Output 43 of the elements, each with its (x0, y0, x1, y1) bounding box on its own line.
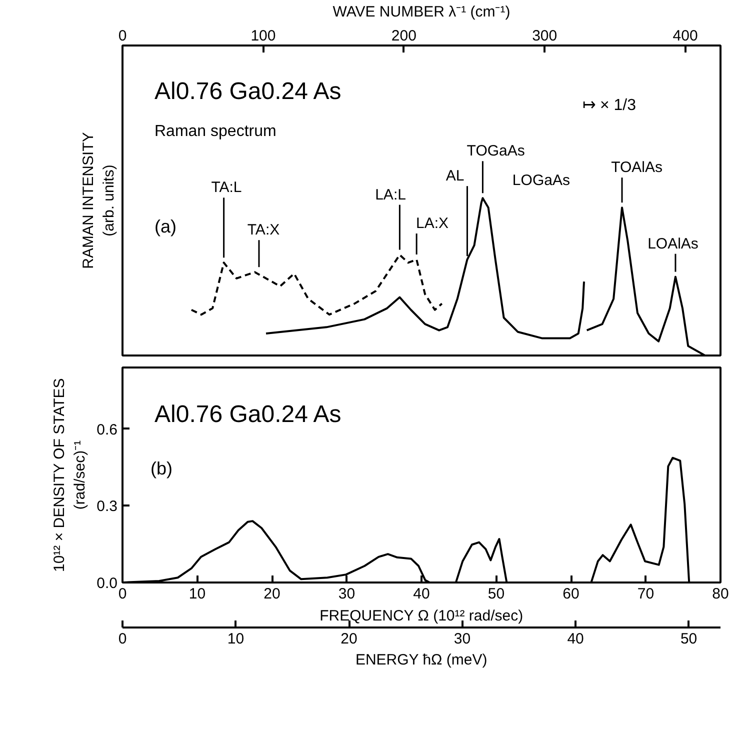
x-axis-title: FREQUENCY Ω (10¹² rad/sec) (320, 608, 524, 624)
x-tick-label: 60 (562, 586, 580, 602)
x-tick-label: 300 (532, 28, 558, 44)
x2-tick-label: 0 (118, 630, 127, 648)
annotation: AL (446, 168, 464, 185)
x2-axis-title: ENERGY ħΩ (meV) (355, 652, 488, 668)
text: ↦ × 1/3 (582, 97, 636, 114)
x-tick-label: 10 (188, 586, 206, 602)
x2-tick-label: 40 (567, 630, 584, 648)
x-tick-label: 200 (391, 28, 416, 44)
text: Raman spectrum (154, 123, 276, 140)
y-tick-label: 0.3 (96, 498, 118, 516)
x2-tick-label: 50 (680, 630, 698, 648)
x-tick-label: 50 (488, 586, 505, 602)
annotation: TOGaAs (466, 142, 525, 160)
x-tick-label: 70 (637, 586, 654, 602)
x-tick-label: 80 (712, 586, 729, 602)
annotation: TA:X (247, 222, 280, 239)
x-tick-label: 30 (338, 586, 356, 602)
annotation: Al0.76 Ga0.24 As (154, 401, 342, 428)
annotation: (a) (154, 216, 176, 236)
x-tick-label: 100 (250, 28, 276, 44)
y-axis-title: 10¹² × DENSITY OF STATES (rad/sec)⁻¹ (51, 378, 89, 572)
y-tick-label: 0.0 (96, 575, 118, 592)
text: Al0.76 Ga0.24 As (154, 78, 342, 105)
x-tick-label: 40 (413, 586, 430, 602)
x-axis-title: WAVE NUMBER λ⁻¹ (cm⁻¹) (332, 4, 510, 20)
annotation: LOGaAs (512, 172, 570, 190)
annotation: LA:L (375, 186, 406, 204)
x2-tick-label: 10 (227, 630, 244, 648)
x-tick-label: 400 (672, 28, 698, 44)
annotation: LA:X (416, 215, 449, 232)
annotation: TA:L (211, 179, 242, 196)
x-tick-label: 20 (264, 586, 280, 602)
annotation: (b) (150, 458, 172, 478)
annotation: TOAlAs (611, 159, 663, 176)
x-tick-label: 0 (118, 586, 127, 602)
y-tick-label: 0.6 (96, 421, 118, 438)
x2-tick-label: 30 (454, 630, 471, 648)
y-axis-title: RAMAN INTENSITY (arb. units) (80, 132, 118, 269)
x-tick-label: 0 (118, 28, 127, 44)
x2-tick-label: 20 (340, 630, 358, 648)
annotation: LOAlAs (648, 235, 698, 252)
